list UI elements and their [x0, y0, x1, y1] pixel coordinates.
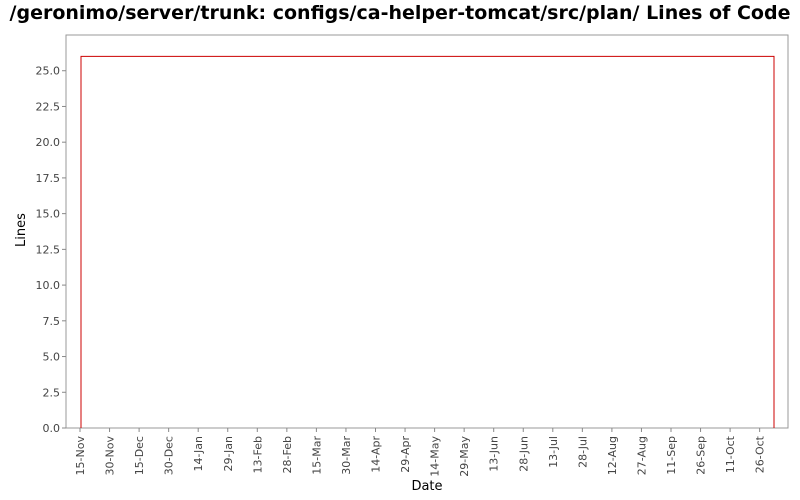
y-tick-label: 10.0	[36, 279, 61, 292]
x-tick-label: 14-Apr	[370, 436, 383, 473]
y-tick-label: 17.5	[36, 172, 61, 185]
x-tick-label: 14-May	[429, 436, 442, 477]
x-tick-label: 15-Mar	[310, 436, 323, 475]
x-tick-label: 11-Oct	[724, 435, 737, 473]
y-tick-label: 2.5	[43, 386, 61, 399]
y-axis-label: Lines	[14, 213, 29, 247]
plot-area	[65, 34, 789, 429]
x-axis-label: Date	[411, 479, 442, 494]
x-tick-label: 29-Apr	[399, 436, 412, 473]
x-tick-label: 27-Aug	[635, 436, 648, 475]
y-tick-label: 7.5	[43, 315, 61, 328]
chart-title: /geronimo/server/trunk: configs/ca-helpe…	[9, 2, 791, 24]
y-tick-label: 25.0	[36, 65, 61, 78]
y-tick-label: 22.5	[36, 100, 61, 113]
x-tick-label: 29-May	[458, 436, 471, 477]
x-tick-label: 29-Jan	[222, 436, 235, 472]
x-tick-label: 28-Jul	[576, 436, 589, 468]
x-tick-label: 30-Nov	[104, 436, 117, 476]
x-tick-label: 26-Sep	[695, 436, 708, 475]
x-tick-label: 11-Sep	[665, 436, 678, 475]
y-tick-label: 20.0	[36, 136, 61, 149]
y-tick-label: 0.0	[43, 422, 61, 435]
x-tick-label: 13-Jun	[488, 436, 501, 472]
x-tick-label: 15-Nov	[74, 436, 87, 476]
x-tick-label: 13-Jul	[547, 436, 560, 468]
x-tick-label: 30-Dec	[163, 436, 176, 475]
x-tick-label: 30-Mar	[340, 436, 353, 475]
series-line	[80, 55, 775, 428]
x-tick-label: 28-Feb	[281, 436, 294, 473]
x-tick-label: 26-Oct	[754, 435, 767, 473]
x-tick-label: 13-Feb	[251, 436, 264, 473]
x-tick-label: 28-Jun	[517, 436, 530, 472]
x-tick-label: 12-Aug	[606, 436, 619, 475]
y-tick-label: 15.0	[36, 208, 61, 221]
y-tick-label: 12.5	[36, 243, 61, 256]
x-tick-label: 14-Jan	[192, 436, 205, 472]
y-tick-label: 5.0	[43, 351, 61, 364]
x-tick-label: 15-Dec	[133, 436, 146, 475]
